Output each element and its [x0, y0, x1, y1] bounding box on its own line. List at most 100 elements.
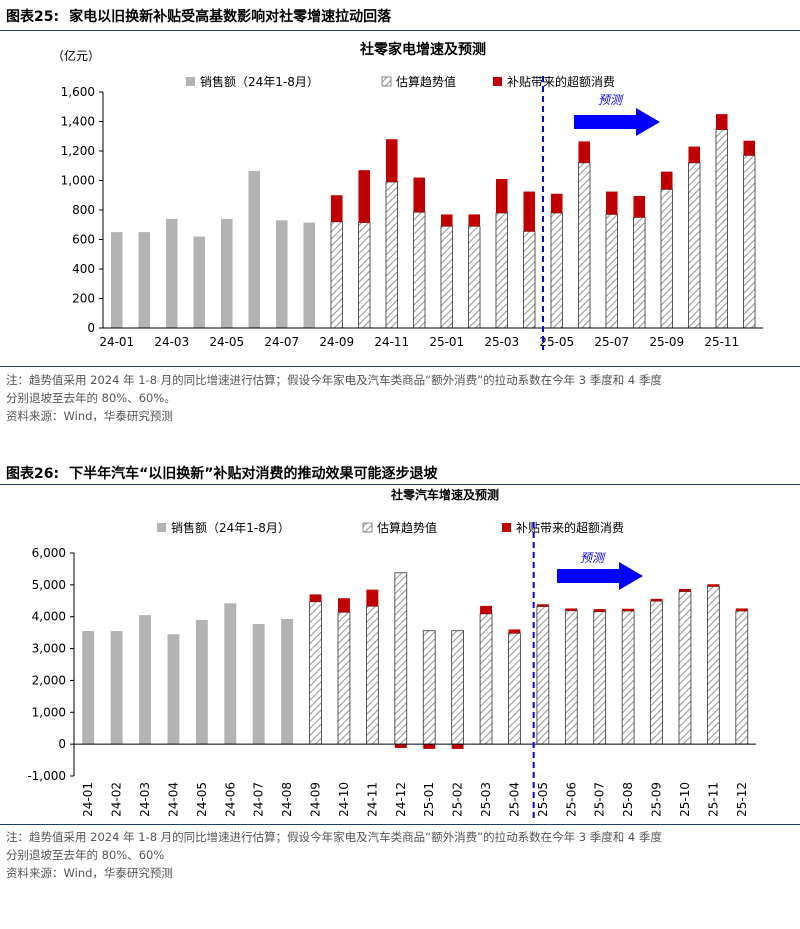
bar-solid-24-07 — [275, 220, 288, 328]
y-axis-label: （亿元） — [52, 48, 100, 63]
bar-subsidy-25-05 — [536, 604, 549, 607]
bar-subsidy-25-10 — [688, 146, 701, 163]
bar-hatch-25-12 — [743, 155, 756, 329]
fig26-title-text: 下半年汽车“以旧换新”补贴对消费的推动效果可能逐步退坡 — [69, 466, 438, 482]
bar-hatch-24-11 — [366, 605, 379, 745]
fig25-top-rule — [0, 30, 800, 31]
bar-subsidy-24-12 — [413, 177, 426, 213]
forecast-label: 预测 — [598, 93, 624, 107]
legend-label-solid: 销售额（24年1-8月） — [200, 74, 319, 89]
legend-label-subsidy: 补贴带来的超额消费 — [516, 520, 624, 535]
bar-hatch-25-05 — [550, 212, 563, 329]
x-tick-label: 25-08 — [621, 782, 635, 817]
bar-solid-24-02 — [110, 631, 123, 745]
y-tick-label: 0 — [87, 321, 95, 335]
bar-subsidy-24-10 — [358, 170, 371, 223]
fig25-svg: 社零家电增速及预测 （亿元） 销售额（24年1-8月） 估算趋势值 补贴带来的超额消费 0… — [52, 41, 763, 350]
bar-hatch-25-10 — [688, 162, 701, 329]
bar-hatch-25-07 — [593, 611, 607, 745]
bar-subsidy-24-11 — [366, 589, 379, 607]
bar-subsidy-24-12 — [394, 744, 407, 748]
bar-solid-24-01 — [110, 232, 123, 328]
y-tick-label: 5,000 — [32, 578, 66, 592]
fig26-note-1: 注：趋势值采用 2024 年 1-8 月的同比增速进行估算；假设今年家电及汽车类… — [6, 830, 662, 844]
bar-hatch-25-08 — [633, 216, 646, 329]
bar-subsidy-25-12 — [735, 608, 748, 611]
fig26-source: 资料来源：Wind，华泰研究预测 — [6, 866, 173, 880]
chart-title: 社零家电增速及预测 — [359, 41, 486, 58]
bar-hatch-24-10 — [358, 222, 371, 329]
bar-hatch-25-01 — [422, 630, 436, 745]
bar-subsidy-25-09 — [650, 598, 663, 602]
bar-solid-24-03 — [139, 615, 152, 745]
forecast-arrow — [574, 108, 660, 136]
x-tick-label: 25-03 — [479, 782, 493, 817]
bar-solid-24-08 — [281, 618, 294, 745]
fig26-bottom-rule — [0, 824, 800, 825]
y-tick-label: -1,000 — [27, 769, 66, 783]
bar-subsidy-24-09 — [309, 594, 322, 602]
bar-hatch-25-09 — [660, 188, 673, 329]
x-tick-label: 25-09 — [650, 782, 664, 817]
legend-swatch-hatch — [362, 522, 373, 533]
bar-subsidy-25-08 — [633, 195, 646, 218]
bar-hatch-25-12 — [735, 610, 749, 745]
bar-hatch-24-10 — [337, 611, 351, 745]
bar-hatch-24-09 — [330, 221, 343, 329]
bar-subsidy-25-03 — [480, 605, 493, 614]
x-tick-label: 25-03 — [484, 335, 519, 349]
x-tick-label: 24-05 — [209, 335, 244, 349]
legend-label-subsidy: 补贴带来的超额消费 — [507, 74, 615, 89]
bar-solid-24-04 — [167, 634, 180, 745]
x-tick-label: 24-01 — [81, 782, 95, 817]
bar-solid-24-06 — [248, 170, 261, 328]
bar-subsidy-25-02 — [468, 214, 481, 227]
fig26-note-2: 分别退坡至去年的 80%、60% — [6, 848, 165, 862]
x-tick-label: 25-09 — [649, 335, 684, 349]
bar-hatch-25-09 — [650, 600, 663, 745]
y-tick-label: 2,000 — [32, 673, 66, 687]
y-tick-label: 1,000 — [32, 705, 66, 719]
legend-label-solid: 销售额（24年1-8月） — [171, 520, 290, 535]
bar-hatch-25-10 — [678, 591, 692, 745]
y-tick-label: 0 — [58, 737, 66, 751]
x-tick-label: 25-05 — [536, 782, 550, 817]
bar-subsidy-25-01 — [440, 214, 453, 227]
y-tick-label: 4,000 — [32, 610, 66, 624]
y-tick-label: 600 — [72, 233, 95, 247]
y-tick-label: 1,200 — [61, 144, 95, 158]
bar-subsidy-25-10 — [678, 588, 691, 592]
forecast-arrow — [557, 562, 643, 590]
bar-hatch-25-06 — [564, 610, 578, 745]
bar-hatch-24-09 — [309, 601, 322, 745]
x-tick-label: 24-07 — [252, 782, 266, 817]
bar-solid-24-04 — [193, 236, 206, 328]
bar-subsidy-25-08 — [622, 608, 635, 611]
x-tick-label: 24-03 — [138, 782, 152, 817]
bar-solid-24-01 — [82, 631, 95, 745]
bar-solid-24-03 — [165, 218, 178, 328]
bar-hatch-25-04 — [523, 230, 536, 329]
bar-subsidy-25-07 — [593, 609, 606, 612]
x-tick-label: 25-01 — [422, 782, 436, 817]
bar-subsidy-25-09 — [660, 171, 673, 190]
fig25-title-text: 家电以旧换新补贴受高基数影响对社零增速拉动回落 — [69, 9, 392, 25]
bar-hatch-25-02 — [451, 630, 464, 745]
fig26-label: 图表26: — [6, 466, 60, 482]
bar-subsidy-25-07 — [605, 191, 618, 215]
fig25-source: 资料来源：Wind，华泰研究预测 — [6, 409, 173, 423]
bar-hatch-25-06 — [578, 162, 591, 329]
x-tick-label: 24-11 — [365, 782, 379, 817]
x-tick-label: 24-03 — [154, 335, 189, 349]
bar-solid-24-08 — [303, 222, 316, 328]
bar-subsidy-25-06 — [565, 608, 578, 611]
y-tick-label: 1,400 — [61, 115, 95, 129]
fig25-title: 图表25: 家电以旧换新补贴受高基数影响对社零增速拉动回落 — [6, 6, 391, 26]
bar-hatch-24-11 — [385, 181, 398, 329]
y-tick-label: 800 — [72, 203, 95, 217]
fig26-chart: 社零汽车增速及预测 销售额（24年1-8月） 估算趋势值 补贴带来的超额消费 -1,00… — [0, 486, 800, 822]
bar-hatch-25-07 — [605, 214, 618, 329]
x-tick-label: 25-11 — [706, 782, 720, 817]
bar-hatch-25-11 — [715, 129, 728, 329]
fig25-note-1: 注：趋势值采用 2024 年 1-8 月的同比增速进行估算；假设今年家电及汽车类… — [6, 373, 662, 387]
